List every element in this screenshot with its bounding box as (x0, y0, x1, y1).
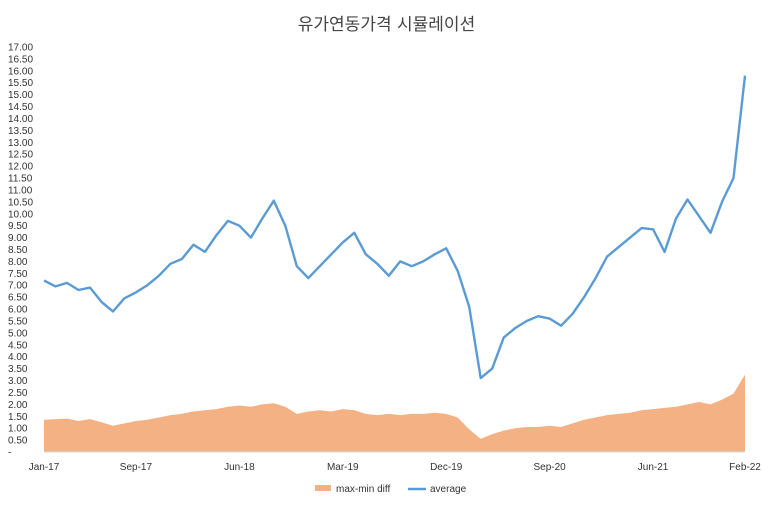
legend-label-average: average (430, 484, 467, 495)
y-tick-label: 9.50 (8, 221, 28, 232)
y-tick-label: 15.50 (8, 78, 33, 89)
y-tick-label: 4.50 (8, 340, 28, 351)
x-tick-label: Jun-18 (224, 462, 255, 473)
y-tick-label: 11.00 (8, 185, 33, 196)
y-tick-label: 10.00 (8, 209, 33, 220)
y-tick-label: 3.50 (8, 364, 28, 375)
y-tick-label: 7.50 (8, 269, 28, 280)
y-tick-label: 0.50 (8, 436, 28, 447)
y-tick-label: 14.00 (8, 114, 33, 125)
y-tick-label: 6.00 (8, 305, 28, 316)
x-tick-label: Jun-21 (638, 462, 669, 473)
y-tick-label: 16.50 (8, 54, 33, 65)
y-tick-label: 16.00 (8, 66, 33, 77)
y-tick-label: 13.50 (8, 126, 33, 137)
x-tick-label: Sep-17 (120, 462, 153, 473)
legend-swatch-max-min-diff (315, 485, 331, 491)
y-tick-label: 5.50 (8, 316, 28, 327)
x-tick-label: Dec-19 (430, 462, 463, 473)
y-tick-label: - (8, 448, 11, 459)
y-tick-label: 15.00 (8, 90, 33, 101)
y-tick-label: 14.50 (8, 102, 33, 113)
y-tick-label: 12.00 (8, 162, 33, 173)
y-tick-label: 1.50 (8, 412, 28, 423)
legend-label-max-min-diff: max-min diff (336, 484, 390, 495)
y-tick-label: 1.00 (8, 424, 28, 435)
chart-title: 유가연동가격 시뮬레이션 (297, 15, 476, 35)
y-tick-label: 6.50 (8, 293, 28, 304)
series-area-max-min-diff (44, 374, 745, 452)
y-tick-label: 2.50 (8, 388, 28, 399)
y-tick-label: 5.00 (8, 328, 28, 339)
series-line-average (43, 75, 747, 380)
y-tick-label: 4.00 (8, 352, 28, 363)
y-tick-label: 17.00 (8, 43, 33, 54)
y-tick-label: 9.00 (8, 233, 28, 244)
y-tick-label: 11.50 (8, 174, 33, 185)
y-tick-label: 12.50 (8, 150, 33, 161)
x-tick-label: Mar-19 (327, 462, 359, 473)
y-tick-label: 8.00 (8, 257, 28, 268)
y-tick-label: 13.00 (8, 138, 33, 149)
y-tick-label: 10.50 (8, 197, 33, 208)
x-tick-label: Sep-20 (534, 462, 567, 473)
y-tick-label: 2.00 (8, 400, 28, 411)
x-tick-label: Jan-17 (29, 462, 60, 473)
y-tick-label: 8.50 (8, 245, 28, 256)
y-tick-label: 3.00 (8, 376, 28, 387)
x-tick-label: Feb-22 (729, 462, 761, 473)
y-tick-label: 7.00 (8, 281, 28, 292)
